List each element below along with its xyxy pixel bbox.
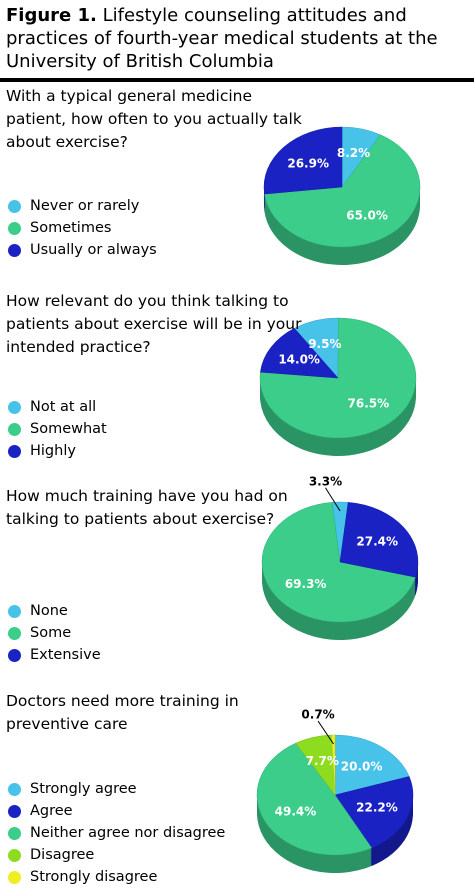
legend-swatch (8, 221, 21, 235)
legend-item: Somewhat (6, 418, 107, 440)
legend-swatch (8, 826, 21, 840)
legend: Not at all Somewhat Highly (6, 396, 107, 462)
legend-swatch (8, 604, 21, 618)
value-label: 7.7% (306, 754, 339, 768)
legend: Strongly agree Agree Neither agree nor dis… (6, 778, 225, 888)
legend-swatch (8, 848, 21, 862)
value-label: 76.5% (348, 396, 390, 410)
value-label: 27.4% (356, 535, 398, 549)
question-block: How much training have you had on talkin… (6, 485, 306, 531)
value-label: 14.0% (278, 353, 320, 367)
legend-swatch (8, 400, 21, 414)
value-label: 26.9% (287, 156, 329, 170)
legend-label: Disagree (30, 847, 95, 863)
pie-slice (334, 734, 410, 796)
legend-label: Strongly agree (30, 781, 137, 797)
legend: None Some Extensive (6, 600, 101, 666)
legend-label: Somewhat (30, 421, 107, 437)
label-leader (317, 720, 334, 745)
legend: Never or rarely Sometimes Usually or alway… (6, 195, 157, 261)
value-label: 20.0% (341, 759, 383, 773)
question: Doctors need more training in preventive… (6, 692, 239, 733)
legend-item: Agree (6, 800, 225, 822)
legend-item: Disagree (6, 844, 225, 866)
legend-swatch (8, 243, 21, 257)
legend-label: Usually or always (30, 242, 157, 258)
legend-label: Some (30, 625, 72, 641)
legend-item: Extensive (6, 644, 101, 666)
legend-item: Strongly agree (6, 778, 225, 800)
title-rule (0, 78, 474, 82)
value-label: 0.7% (301, 708, 334, 722)
question: With a typical general medicine patient,… (6, 87, 302, 151)
question-block: Doctors need more training in preventive… (6, 690, 306, 736)
legend-label: Neither agree nor disagree (30, 825, 226, 841)
legend-swatch (8, 804, 21, 818)
legend-item: Not at all (6, 396, 107, 418)
legend-swatch (8, 199, 21, 213)
question-block: With a typical general medicine patient,… (6, 85, 306, 154)
legend-label: Not at all (30, 399, 97, 415)
pie-slice (259, 317, 417, 439)
pie-slice (331, 734, 336, 796)
legend-swatch (8, 444, 21, 458)
legend-swatch (8, 422, 21, 436)
legend-label: None (30, 603, 68, 619)
legend-label: Extensive (30, 647, 101, 663)
value-label: 8.2% (337, 146, 370, 160)
legend-label: Agree (30, 803, 73, 819)
legend-swatch (8, 626, 21, 640)
pie-slice (261, 502, 416, 623)
label-leader (325, 487, 341, 512)
figure-title: Figure 1. Lifestyle counseling attitudes… (6, 4, 468, 73)
pie-slice (334, 776, 414, 849)
legend-label: Never or rarely (30, 198, 140, 214)
legend-item: Highly (6, 440, 107, 462)
legend-swatch (8, 782, 21, 796)
legend-item: Some (6, 622, 101, 644)
legend-swatch (8, 870, 21, 884)
legend-item: Usually or always (6, 239, 157, 261)
legend-item: Never or rarely (6, 195, 157, 217)
legend-item: Neither agree nor disagree (6, 822, 225, 844)
pie-slice (339, 502, 419, 578)
pie-slice (264, 134, 421, 248)
legend-item: Sometimes (6, 217, 157, 239)
pie-slice (260, 327, 339, 379)
legend-label: Strongly disagree (30, 869, 158, 885)
value-label: 69.3% (285, 577, 327, 591)
pie-slice (256, 742, 373, 856)
question: How much training have you had on talkin… (6, 487, 288, 528)
legend-label: Sometimes (30, 220, 112, 236)
legend-item: Strongly disagree (6, 866, 225, 888)
title-text: Lifestyle counseling attitudes and pract… (6, 5, 438, 72)
value-label: 65.0% (346, 208, 388, 222)
value-label: 22.2% (356, 801, 398, 815)
question-block: How relevant do you think talking to pat… (6, 290, 306, 359)
legend-label: Highly (30, 443, 76, 459)
legend-swatch (8, 648, 21, 662)
value-label: 9.5% (308, 337, 341, 351)
value-label: 3.3% (309, 474, 342, 488)
figure-label: Figure 1. (6, 5, 97, 26)
pie-slice (263, 126, 343, 195)
value-label: 49.4% (275, 804, 317, 818)
question: How relevant do you think talking to pat… (6, 292, 302, 356)
legend-item: None (6, 600, 101, 622)
